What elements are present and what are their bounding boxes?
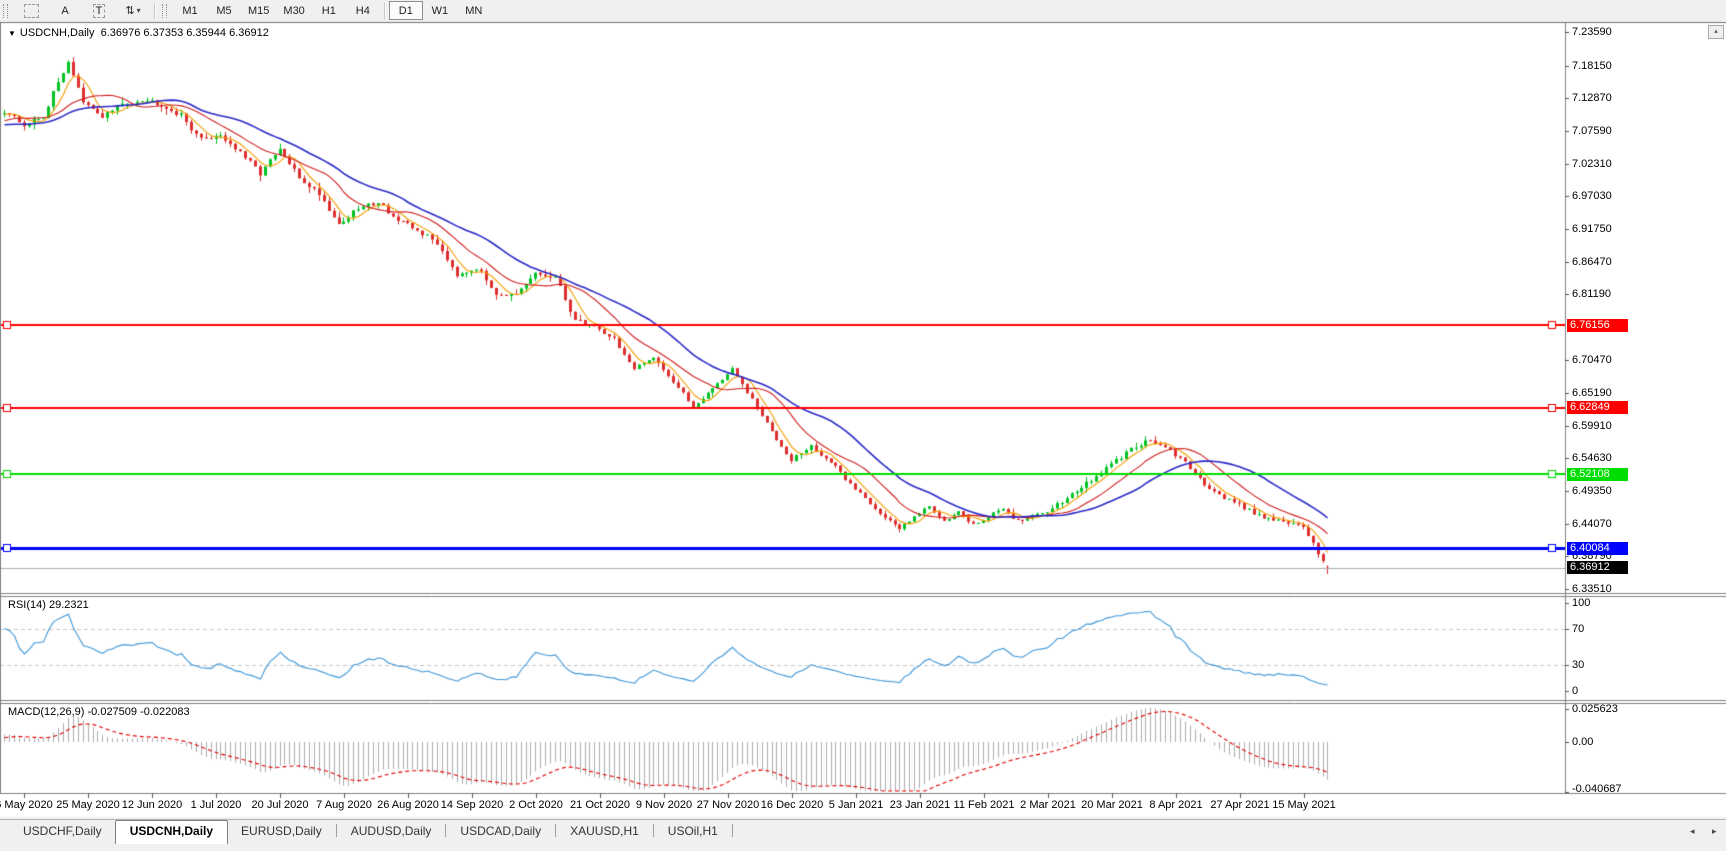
macd-value: -0.027509 — [87, 706, 138, 718]
macd-tick-label: -0.040687 — [1572, 783, 1622, 795]
date-label: 11 Feb 2021 — [953, 799, 1015, 811]
date-label: 21 Oct 2020 — [570, 799, 630, 811]
date-label: 20 Jul 2020 — [251, 799, 309, 811]
toolbar-separator — [383, 2, 385, 19]
tab-usoil-h1[interactable]: USOil,H1 — [667, 824, 718, 838]
price-tick-label: 6.81190 — [1572, 288, 1611, 301]
label-icon[interactable]: A — [61, 4, 69, 17]
tab-xauusd-h1[interactable]: XAUUSD,H1 — [570, 824, 639, 838]
hline-price-badge: 6.62849 — [1567, 401, 1628, 415]
price-tick-label: 6.91750 — [1572, 222, 1612, 235]
macd-title: MACD(12,26,9) -0.027509 -0.022083 — [8, 706, 190, 718]
rsi-tick-label: 0 — [1572, 685, 1579, 697]
ohlc-values: 6.36976 6.37353 6.35944 6.36912 — [100, 27, 269, 39]
price-tick-label: 6.49350 — [1572, 485, 1612, 498]
timeframe-toolbar: M1 M5 M15 M30 H1 H4 D1 W1 MN — [173, 1, 491, 20]
price-tick-label: 7.18150 — [1572, 59, 1612, 72]
timeframe-button-w1[interactable]: W1 — [431, 4, 449, 17]
date-label: 12 Jun 2020 — [121, 799, 183, 811]
tabs-scroll-right-button[interactable]: ▸ — [1712, 826, 1717, 836]
date-label: 6 May 2020 — [0, 799, 53, 811]
chart-scroll-up-button[interactable]: ▴ — [1708, 25, 1724, 39]
date-label: 16 Dec 2020 — [760, 799, 824, 811]
tab-usdcad-daily[interactable]: USDCAD,Daily — [460, 824, 542, 838]
price-tick-label: 6.65190 — [1572, 387, 1612, 400]
collapse-icon[interactable]: ▼ — [8, 29, 16, 38]
date-label: 15 May 2021 — [1272, 799, 1336, 811]
rsi-title: RSI(14) 29.2321 — [8, 599, 89, 611]
tab-eurusd-daily[interactable]: EURUSD,Daily — [241, 824, 322, 838]
rsi-tick-label: 30 — [1572, 658, 1585, 671]
hline-price-badge: 6.52108 — [1567, 467, 1628, 481]
date-label: 27 Nov 2020 — [696, 799, 760, 811]
hline-price-badge: 6.76156 — [1567, 318, 1628, 332]
dropdown-caret-icon: ▾ — [136, 6, 141, 15]
price-tick-label: 6.86470 — [1572, 255, 1612, 268]
tab-divider — [652, 824, 654, 837]
macd-signal-value: -0.022083 — [140, 706, 190, 718]
date-label: 27 Apr 2021 — [1210, 799, 1270, 811]
date-label: 23 Jan 2021 — [889, 799, 951, 811]
timeframe-button-d1[interactable]: D1 — [388, 1, 423, 20]
macd-tick-label: 0.00 — [1572, 736, 1594, 748]
timeframe-button-mn[interactable]: MN — [465, 4, 483, 17]
rsi-tick-label: 100 — [1572, 597, 1591, 609]
date-label: 1 Jul 2020 — [190, 799, 242, 811]
date-label: 14 Sep 2020 — [440, 799, 504, 811]
rsi-tick-label: 70 — [1572, 623, 1585, 636]
timeframe-button-m1[interactable]: M1 — [182, 4, 198, 17]
toolbar-grip[interactable] — [3, 3, 8, 18]
tab-divider — [731, 824, 733, 837]
price-tick-label: 6.44070 — [1572, 517, 1612, 530]
date-label: 5 Jan 2021 — [828, 799, 884, 811]
chart-tab-bar: USDCHF,Daily USDCNH,Daily EURUSD,Daily AUDU… — [0, 819, 1726, 844]
timeframe-button-m5[interactable]: M5 — [216, 4, 232, 17]
price-tick-label: 7.02310 — [1572, 157, 1612, 170]
price-tick-label: 6.33510 — [1572, 583, 1612, 595]
price-tick-label: 7.07590 — [1572, 124, 1612, 137]
hline-price-badge: 6.40084 — [1567, 541, 1628, 555]
tab-divider — [445, 824, 447, 837]
rsi-value: 29.2321 — [48, 599, 89, 611]
toolbar: A T ⇅ ▾ M1 M5 M15 M30 H1 H4 D1 W1 MN — [0, 0, 1726, 22]
tab-divider — [555, 824, 557, 837]
date-label: 9 Nov 2020 — [635, 799, 693, 811]
date-label: 7 Aug 2020 — [316, 799, 372, 811]
timeframe-button-h4[interactable]: H4 — [355, 4, 370, 17]
date-label: 2 Oct 2020 — [509, 799, 563, 811]
toolbar-separator — [154, 2, 155, 19]
macd-tick-label: 0.025623 — [1572, 702, 1618, 715]
price-tick-label: 6.70470 — [1572, 354, 1612, 367]
toolbar-grip[interactable] — [162, 3, 167, 18]
current-price-badge: 6.36912 — [1567, 561, 1628, 575]
shapes-icon[interactable] — [14, 1, 48, 20]
timeframe-button-m30[interactable]: M30 — [283, 4, 305, 17]
price-tick-label: 7.23590 — [1572, 26, 1612, 38]
tab-usdchf-daily[interactable]: USDCHF,Daily — [23, 824, 102, 838]
text-icon[interactable]: T — [82, 1, 116, 20]
price-tick-label: 7.12870 — [1572, 92, 1612, 105]
tab-divider — [335, 824, 337, 837]
price-tick-label: 6.54630 — [1572, 452, 1612, 465]
timeframe-button-h1[interactable]: H1 — [321, 4, 336, 17]
date-label: 8 Apr 2021 — [1149, 799, 1203, 811]
arrows-icon[interactable]: ⇅ ▾ — [125, 5, 141, 17]
tab-usdcnh-daily[interactable]: USDCNH,Daily — [114, 820, 229, 844]
price-tick-label: 6.59910 — [1572, 419, 1612, 432]
timeframe-button-m15[interactable]: M15 — [248, 4, 270, 17]
date-label: 20 Mar 2021 — [1081, 799, 1143, 811]
date-label: 2 Mar 2021 — [1020, 799, 1076, 811]
price-tick-label: 6.97030 — [1572, 190, 1612, 203]
date-label: 26 Aug 2020 — [377, 799, 439, 811]
tab-audusd-daily[interactable]: AUDUSD,Daily — [350, 824, 432, 838]
chart-title: ▼ USDCNH,Daily 6.36976 6.37353 6.35944 6.… — [8, 27, 269, 39]
symbol-label: USDCNH,Daily — [19, 27, 95, 39]
date-label: 25 May 2020 — [56, 799, 120, 811]
tabs-scroll-left-button[interactable]: ◂ — [1690, 826, 1695, 836]
